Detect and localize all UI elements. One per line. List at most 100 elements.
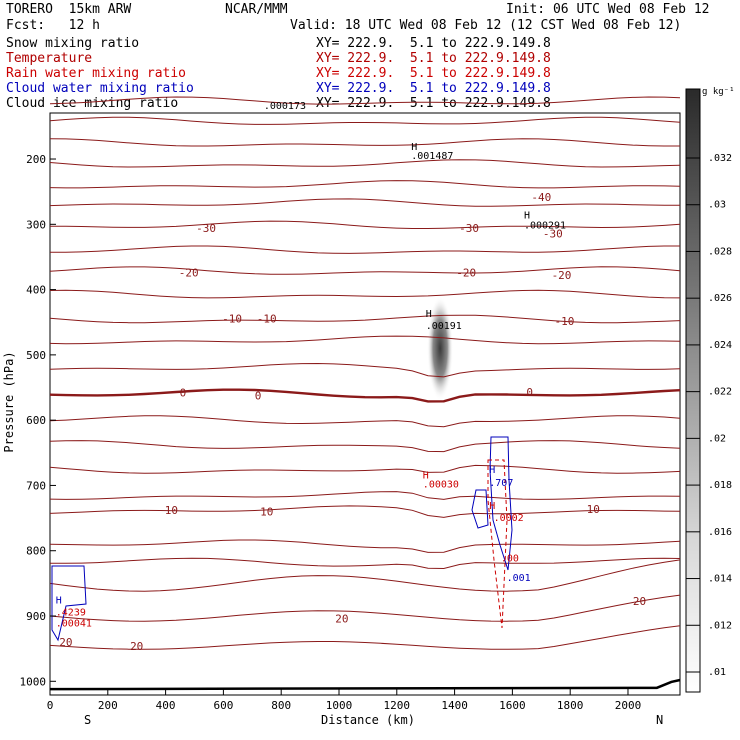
north-label: N — [656, 713, 663, 727]
isotherm-label: 0 — [180, 387, 187, 400]
isotherm-line — [49, 220, 681, 229]
legend-rain-xy: XY= 222.9. 5.1 to 222.9.149.8 — [316, 66, 551, 81]
colorbar-tick-label: .03 — [708, 200, 726, 211]
cloud-water-contour — [471, 489, 489, 529]
isotherm-line — [49, 505, 681, 518]
isotherm-label: -10 — [222, 312, 242, 325]
legend-cloud-ice-xy: XY= 222.9. 5.1 to 222.9.149.8 — [316, 96, 551, 111]
y-tick-label: 200 — [26, 153, 46, 166]
y-tick-label: 700 — [26, 479, 46, 492]
extrema-label: .00 — [501, 553, 519, 564]
x-tick-label: 1800 — [557, 699, 584, 712]
extrema-label: .707 — [489, 478, 513, 489]
extrema-label: .000173 — [264, 101, 306, 112]
y-tick-label: 500 — [26, 349, 46, 362]
extrema-label: .00030 — [423, 479, 459, 490]
colorbar-tick-label: .02 — [708, 433, 726, 444]
legend-rain: Rain water mixing ratio — [6, 66, 187, 81]
isotherm-label: -20 — [456, 267, 476, 280]
y-axis-label: Pressure (hPa) — [2, 351, 16, 452]
x-axis-label: Distance (km) — [321, 713, 415, 727]
isotherm-line — [49, 266, 681, 275]
isotherm-line — [49, 314, 681, 324]
extrema-label: .001 — [507, 573, 531, 584]
isotherm-label: -10 — [554, 315, 574, 328]
extrema-label: H — [489, 501, 495, 512]
isotherm-line — [49, 362, 681, 378]
isotherm-line — [49, 594, 681, 622]
isotherm-line — [49, 116, 681, 125]
colorbar — [685, 88, 701, 693]
model-title: TORERO 15km ARW — [6, 2, 132, 17]
extrema-label: H — [423, 470, 429, 481]
legend-cloud-water-xy: XY= 222.9. 5.1 to 222.9.149.8 — [316, 81, 551, 96]
isotherm-label: -20 — [552, 269, 572, 282]
x-tick-label: 800 — [271, 699, 291, 712]
isotherm-line — [49, 539, 681, 553]
forecast-hour: Fcst: 12 h — [6, 18, 100, 33]
isotherm-label: 20 — [59, 636, 72, 649]
extrema-label: .00041 — [56, 619, 92, 630]
colorbar-tick-label: .014 — [708, 574, 732, 585]
extrema-label: .000291 — [524, 220, 566, 231]
isotherm-line — [49, 335, 681, 345]
terrain-line — [49, 678, 681, 691]
isotherm-label: 0 — [255, 389, 262, 402]
isotherm-label: 0 — [526, 386, 533, 399]
extrema-label: H — [411, 142, 417, 153]
snow-plume — [427, 296, 454, 401]
org-title: NCAR/MMM — [225, 2, 288, 17]
y-tick-label: 400 — [26, 284, 46, 297]
colorbar-tick-label: .01 — [708, 667, 726, 678]
y-tick-label: 900 — [26, 610, 46, 623]
extrema-label: .4239 — [56, 607, 86, 618]
x-tick-label: 0 — [47, 699, 54, 712]
extrema-label: H — [426, 309, 432, 320]
legend-cloud-ice: Cloud ice mixing ratio — [6, 96, 179, 111]
y-tick-label: 800 — [26, 545, 46, 558]
isotherm-label: -20 — [179, 267, 199, 280]
init-time: Init: 06 UTC Wed 08 Feb 12 — [506, 2, 710, 17]
isotherm-line — [49, 138, 680, 147]
extrema-label: H — [489, 465, 495, 476]
isotherm-label: -10 — [257, 312, 277, 325]
colorbar-tick-label: .024 — [708, 340, 732, 351]
isotherm-line — [49, 289, 681, 299]
colorbar-tick-label: .032 — [708, 153, 732, 164]
isotherm-line — [49, 464, 681, 474]
south-label: S — [84, 713, 91, 727]
extrema-label: H — [56, 596, 62, 607]
x-tick-label: 1000 — [326, 699, 353, 712]
x-tick-label: 1600 — [499, 699, 526, 712]
x-tick-label: 2000 — [615, 699, 642, 712]
isotherm-label: 10 — [260, 506, 273, 519]
isotherm-label: -30 — [196, 222, 216, 235]
y-tick-label: 300 — [26, 218, 46, 231]
isotherm-label: 10 — [165, 504, 178, 517]
extrema-label: H — [524, 211, 530, 222]
legend-cloud-water: Cloud water mixing ratio — [6, 81, 194, 96]
isotherm-line — [49, 559, 681, 592]
y-tick-label: 600 — [26, 414, 46, 427]
colorbar-tick-label: .018 — [708, 480, 732, 491]
x-tick-label: 200 — [98, 699, 118, 712]
cloud-water-contour — [51, 565, 87, 642]
isotherm-line — [49, 198, 680, 207]
isotherm-line — [49, 96, 681, 105]
colorbar-tick-label: .016 — [708, 527, 732, 538]
isotherm-line — [50, 557, 681, 570]
isotherm-label: -30 — [543, 227, 563, 240]
isotherm-line — [49, 440, 681, 453]
colorbar-unit: g kg⁻¹ — [702, 87, 735, 97]
isotherm-line — [50, 245, 680, 254]
x-tick-label: 400 — [156, 699, 176, 712]
x-tick-label: 600 — [213, 699, 233, 712]
isotherm-line — [49, 625, 681, 650]
rain-water-contour — [487, 459, 508, 629]
isotherm-line — [49, 388, 681, 403]
extrema-label: .001487 — [411, 151, 453, 162]
y-tick-label: 1000 — [20, 675, 47, 688]
isotherm-label: 20 — [633, 595, 646, 608]
isotherm-label: -40 — [531, 191, 551, 204]
x-tick-label: 1400 — [441, 699, 468, 712]
